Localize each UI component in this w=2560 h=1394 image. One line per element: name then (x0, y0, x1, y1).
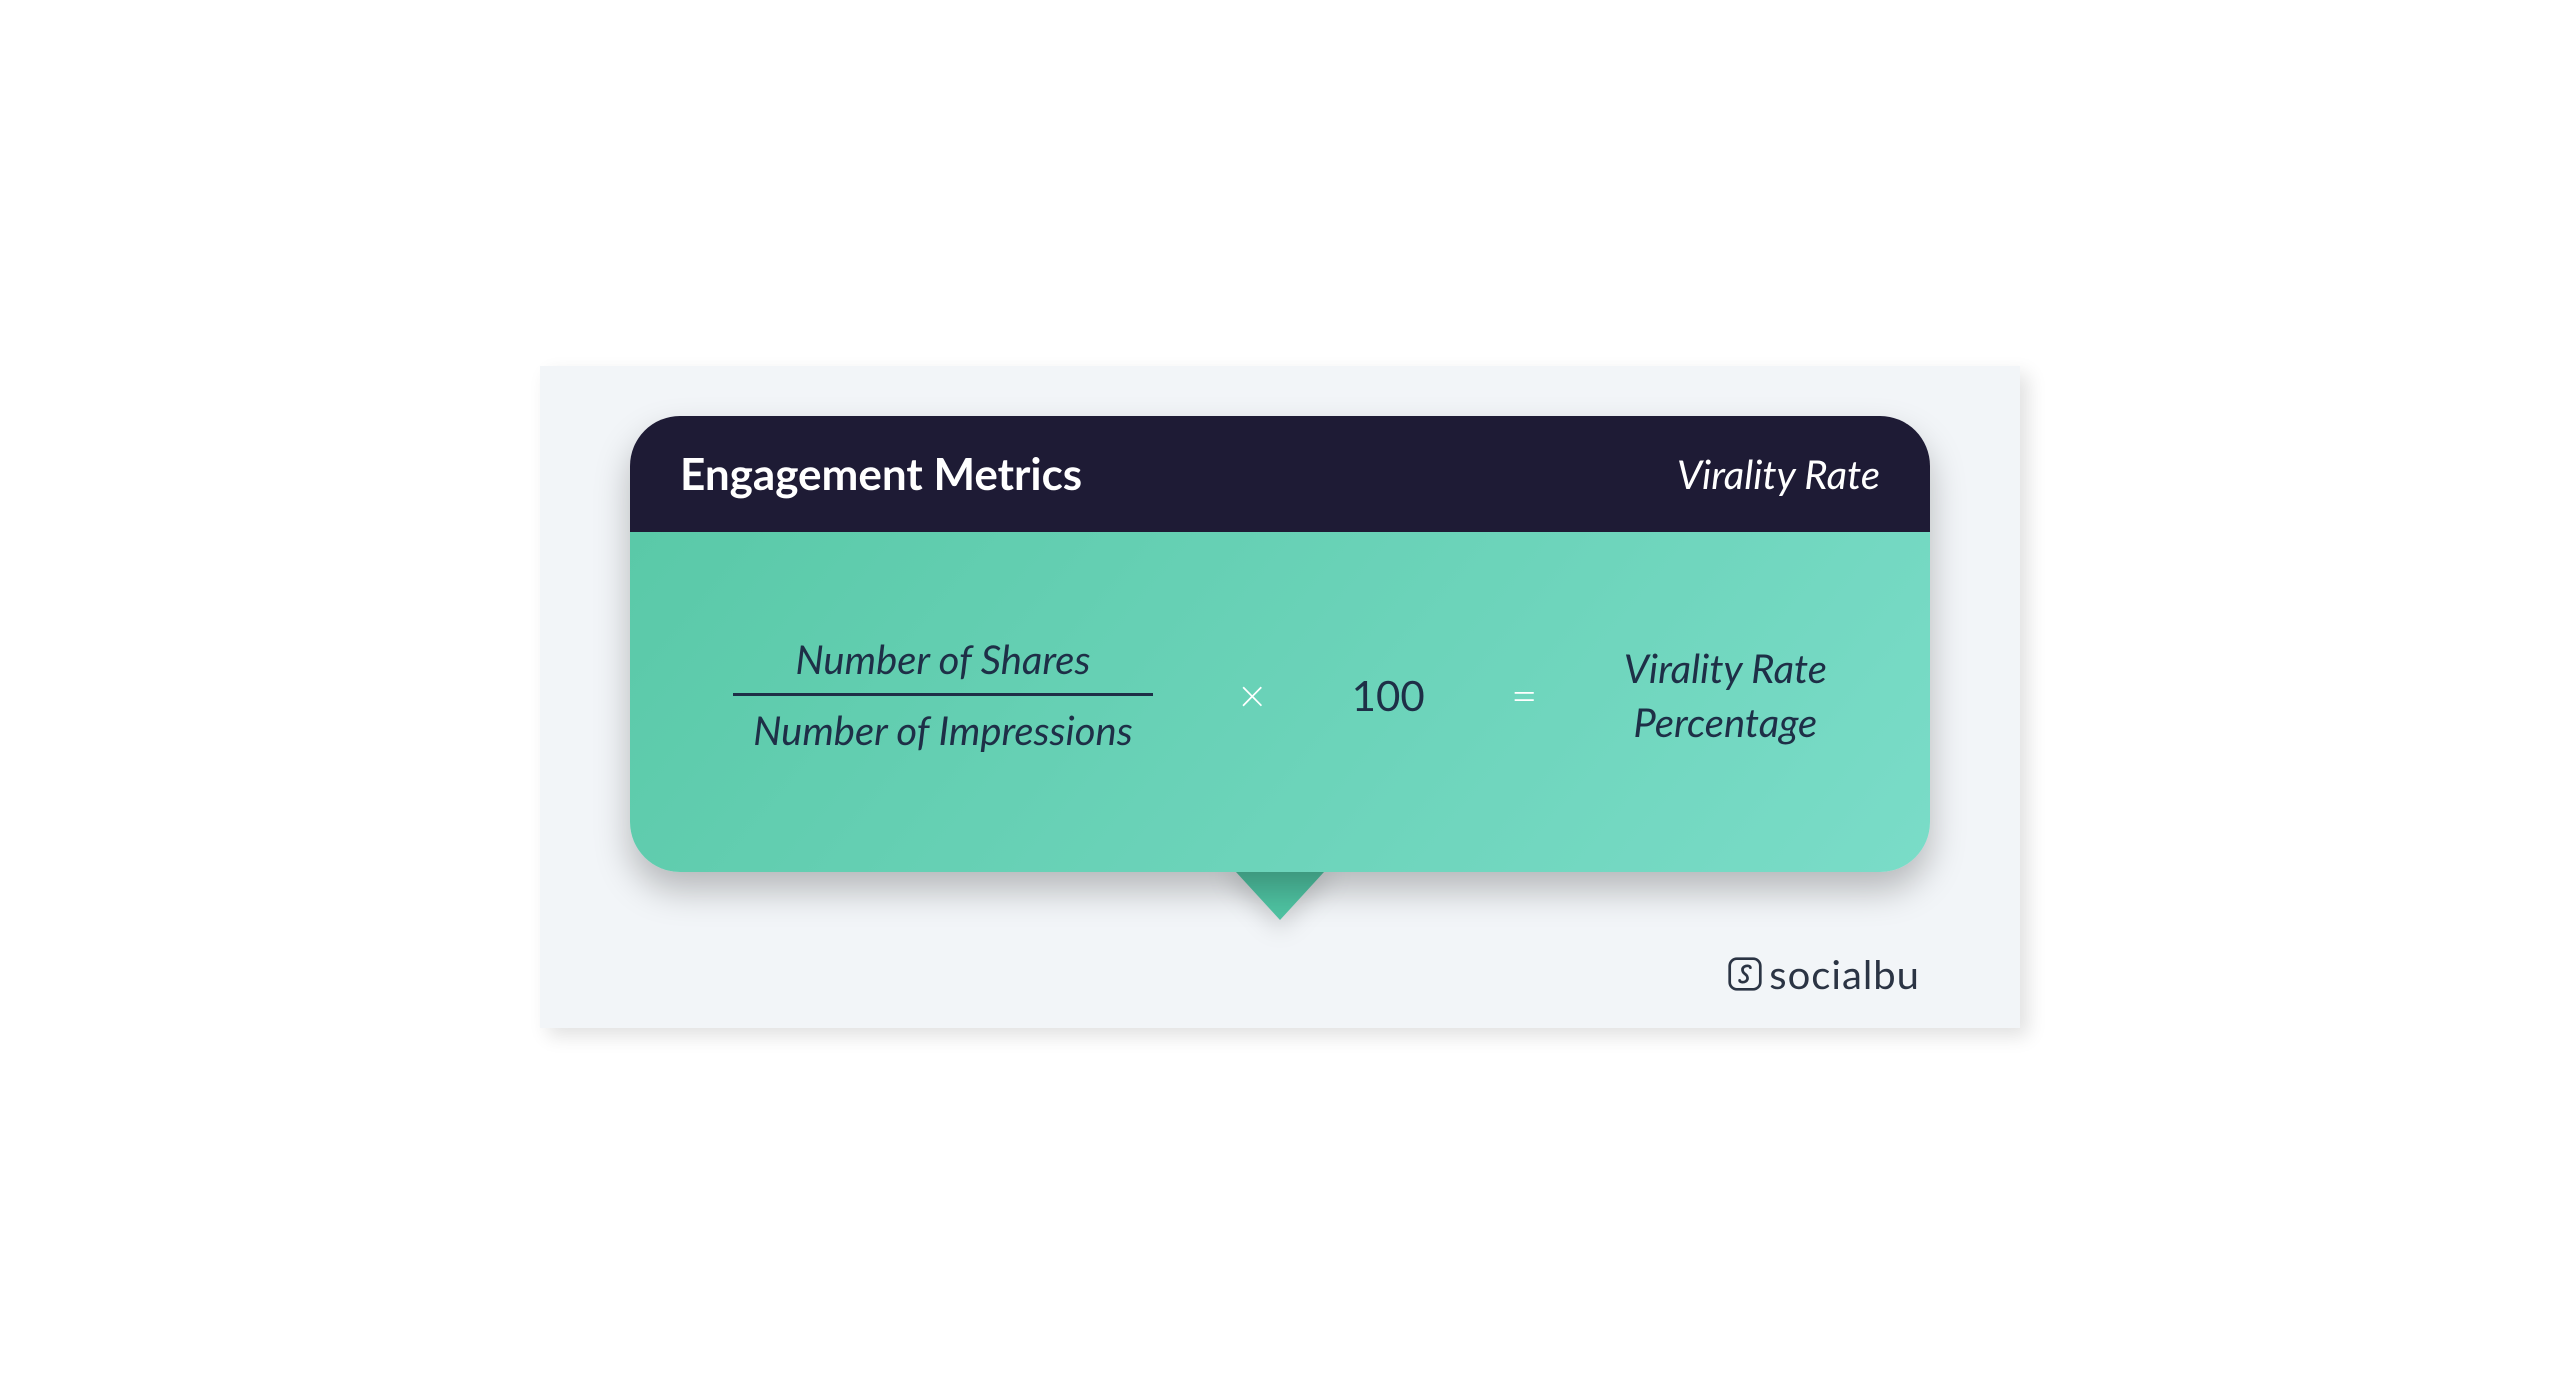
header-title: Engagement Metrics (680, 448, 1082, 500)
fraction: Number of Shares Number of Impressions (733, 627, 1153, 762)
numerator: Number of Shares (775, 627, 1110, 691)
denominator: Number of Impressions (733, 698, 1153, 762)
header-subtitle: Virality Rate (1677, 450, 1880, 498)
formula-body: Number of Shares Number of Impressions ×… (630, 532, 1930, 872)
brand-name: socialbu (1769, 950, 1920, 998)
card-wrapper: Engagement Metrics Virality Rate Number … (630, 416, 1930, 872)
result-line2: Percentage (1633, 698, 1817, 746)
brand-icon (1727, 956, 1763, 992)
fraction-line (733, 693, 1153, 696)
equals-operator: = (1511, 667, 1538, 722)
metric-card: Engagement Metrics Virality Rate Number … (630, 416, 1930, 872)
result-line1: Virality Rate (1624, 644, 1827, 692)
multiplier-value: 100 (1352, 670, 1425, 720)
result-label: Virality Rate Percentage (1624, 641, 1827, 749)
card-header: Engagement Metrics Virality Rate (630, 416, 1930, 532)
multiply-operator: × (1239, 667, 1266, 722)
brand-logo: socialbu (630, 950, 1930, 998)
infographic-container: Engagement Metrics Virality Rate Number … (540, 366, 2020, 1028)
